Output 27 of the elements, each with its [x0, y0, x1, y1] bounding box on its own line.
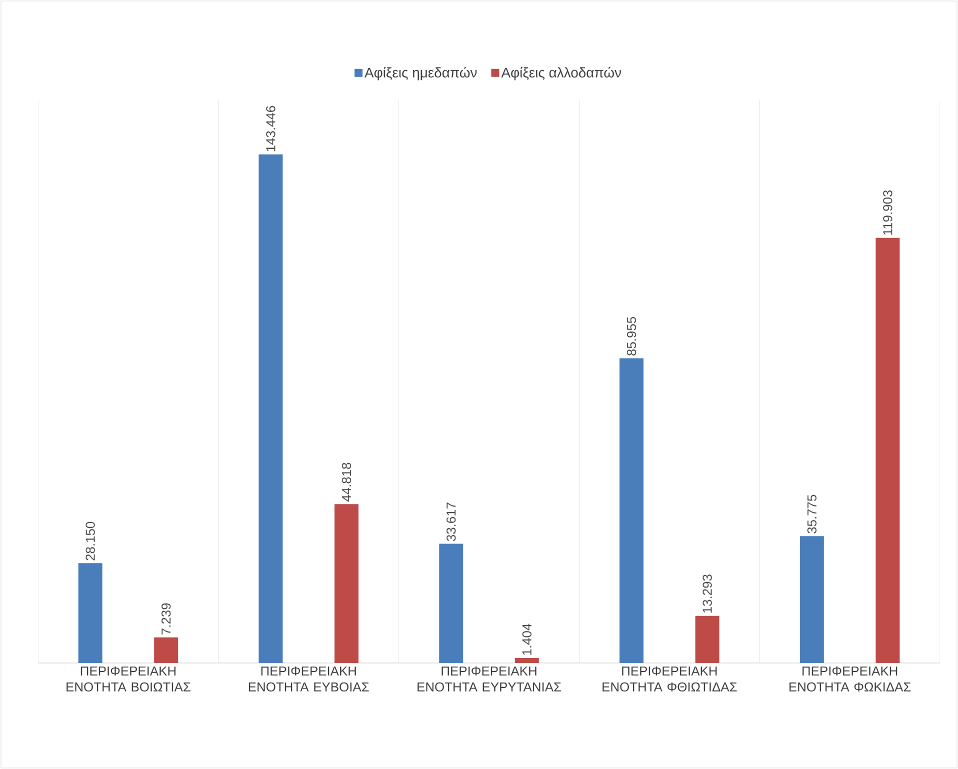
- bar: [334, 504, 358, 663]
- bar: [620, 358, 644, 663]
- legend-label: Αφίξεις αλλοδαπών: [501, 66, 621, 80]
- x-tick-label: ΠΕΡΙΦΕΡΕΙΑΚΗ ΕΝΟΤΗΤΑ ΦΩΚΙΔΑΣ: [789, 666, 911, 692]
- data-label: 1.404: [522, 624, 532, 655]
- x-tick-label: ΠΕΡΙΦΕΡΕΙΑΚΗ ΕΝΟΤΗΤΑ ΒΟΙΩΤΙΑΣ: [66, 666, 190, 692]
- data-label: 85.955: [626, 316, 636, 356]
- legend-label: Αφίξεις ημεδαπών: [364, 66, 477, 80]
- bar: [439, 544, 464, 663]
- bar: [695, 616, 720, 663]
- bar: [78, 563, 102, 663]
- x-tick-label: ΠΕΡΙΦΕΡΕΙΑΚΗ ΕΝΟΤΗΤΑ ΕΥΒΟΙΑΣ: [248, 666, 369, 692]
- data-label: 143.446: [266, 106, 276, 152]
- x-tick-label: ΠΕΡΙΦΕΡΕΙΑΚΗ ΕΝΟΤΗΤΑ ΦΘΙΩΤΙΔΑΣ: [602, 666, 737, 692]
- data-label: 119.903: [883, 190, 892, 235]
- data-label: 28.150: [86, 522, 95, 560]
- data-label: 13.293: [702, 574, 712, 613]
- bar: [514, 658, 539, 663]
- data-label: 35.775: [807, 494, 817, 534]
- bar: [258, 154, 283, 663]
- bar: [800, 536, 824, 663]
- data-label: 7.239: [162, 603, 171, 634]
- data-label: 44.818: [342, 462, 352, 502]
- bar: [876, 238, 900, 663]
- bar: [154, 637, 178, 663]
- x-tick-label: ΠΕΡΙΦΕΡΕΙΑΚΗ ΕΝΟΤΗΤΑ ΕΥΡΥΤΑΝΙΑΣ: [418, 666, 561, 692]
- data-label: 33.617: [446, 502, 456, 542]
